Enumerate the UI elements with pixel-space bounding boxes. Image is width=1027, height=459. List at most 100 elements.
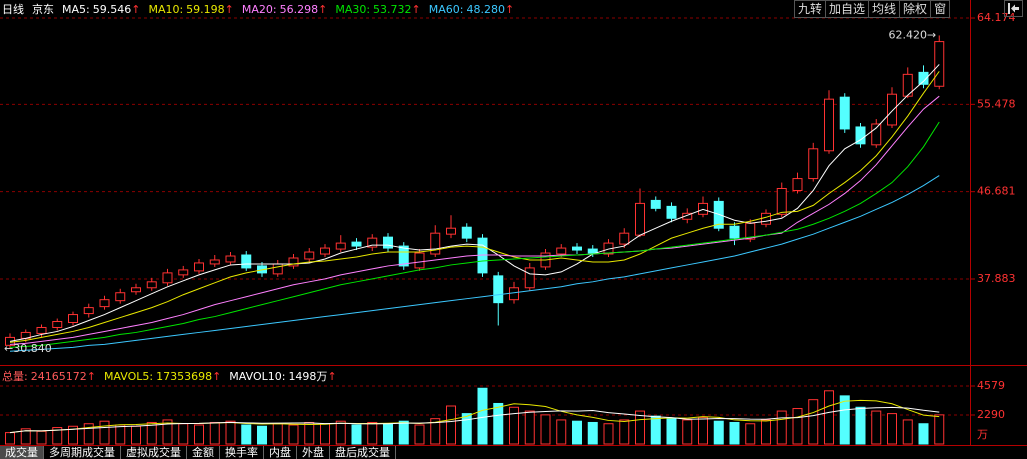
volume-bar — [729, 421, 740, 445]
volume-bar — [524, 410, 535, 445]
toolbar-button[interactable]: 窗 — [930, 0, 951, 18]
volume-bar — [146, 421, 157, 445]
toolbar-button[interactable]: 加自选 — [825, 0, 870, 18]
ma-name: MA30: — [335, 2, 371, 16]
y-tick-label: 46.681 — [977, 185, 1016, 198]
volume-bar — [367, 421, 378, 445]
candle-body — [162, 272, 173, 284]
volume-bar — [619, 419, 630, 445]
volume-bar — [855, 406, 866, 445]
ma-legend: MA60: 48.280↑ — [429, 3, 514, 16]
toolbar-button[interactable]: 九转 — [794, 0, 827, 18]
candle-body — [729, 225, 740, 239]
volume-bar — [713, 420, 724, 445]
volume-bar — [666, 418, 677, 445]
indicator-tab[interactable]: 盘后成交量 — [330, 446, 396, 459]
volume-bar — [824, 390, 834, 445]
trend-arrow: ↑ — [504, 2, 515, 16]
mavol-value: 17353698 — [156, 369, 213, 383]
candle-body — [272, 263, 283, 275]
volume-bar — [650, 415, 661, 445]
volume-bar — [446, 405, 456, 445]
candle-body — [209, 259, 220, 265]
volume-bar — [839, 395, 850, 445]
candle-body — [351, 241, 362, 247]
ma-legend: MA30: 53.732↑ — [335, 3, 420, 16]
candle-body — [839, 96, 850, 130]
ma-name: MA20: — [241, 2, 277, 16]
candle-body — [808, 148, 819, 180]
volume-bar — [272, 423, 283, 445]
volume-bar — [635, 410, 645, 445]
volume-bar — [902, 419, 913, 445]
volume-bar — [572, 420, 582, 445]
volume-bar — [99, 420, 110, 445]
indicator-tab[interactable]: 金额 — [187, 446, 220, 459]
candle-body — [524, 267, 535, 289]
volume-bar — [808, 399, 819, 445]
volume-bar — [414, 424, 425, 445]
volume-bar — [52, 427, 63, 445]
volume-bar — [83, 423, 94, 445]
candle-body — [131, 287, 141, 293]
volume-bar — [241, 424, 252, 445]
volume-bar — [493, 402, 504, 445]
candle-body — [52, 321, 63, 328]
candle-body — [430, 232, 441, 255]
ma-legend: MA5: 59.546↑ — [62, 3, 140, 16]
volume-bar — [461, 413, 472, 445]
indicator-tab[interactable]: 换手率 — [220, 446, 264, 459]
candle-body — [446, 227, 456, 235]
candle-body — [792, 178, 803, 191]
candle-body — [178, 269, 189, 276]
candle-body — [304, 251, 315, 260]
candle-body — [383, 236, 393, 249]
candle-body — [83, 307, 94, 315]
ma-line — [9, 406, 940, 434]
volume-bar — [115, 424, 126, 445]
volume-bar — [398, 420, 409, 445]
collapse-icon[interactable] — [1004, 0, 1024, 18]
indicator-tab[interactable]: 内盘 — [264, 446, 297, 459]
toolbar-button[interactable]: 均线 — [868, 0, 901, 18]
ma-legend: MA20: 56.298↑ — [242, 3, 327, 16]
period: 日线 — [2, 3, 24, 16]
mavol-name: MAVOL10: — [229, 370, 286, 383]
volume-bar — [178, 423, 189, 445]
volume-bar — [131, 425, 141, 445]
candle-body — [776, 188, 787, 215]
ma-line — [9, 121, 940, 348]
mavol-legend: MAVOL10: 1498万↑ — [229, 368, 336, 384]
candle-body — [934, 41, 945, 87]
ma-line — [9, 71, 940, 343]
total-value: 24165172 — [30, 370, 87, 383]
indicator-tab[interactable]: 外盘 — [297, 446, 330, 459]
candle-body — [871, 123, 882, 146]
candle-body — [493, 275, 504, 304]
mavol-legend: MAVOL5: 17353698↑ — [104, 370, 221, 383]
volume-bar — [257, 425, 267, 445]
indicator-tabs: 成交量 多周期成交量 虚拟成交量 金额 换手率 内盘 外盘 盘后成交量 — [0, 446, 396, 459]
volume-bar — [383, 423, 393, 445]
trend-arrow: ↑ — [86, 370, 96, 383]
indicator-tab[interactable]: 虚拟成交量 — [121, 446, 187, 459]
ma-value: 53.732 — [373, 2, 412, 16]
candle-body — [115, 292, 126, 302]
total-label: 总量: — [2, 370, 28, 383]
trend-arrow: ↑ — [131, 2, 141, 16]
volume-bar — [603, 423, 614, 445]
indicator-tab[interactable]: 多周期成交量 — [44, 446, 121, 459]
volume-bar — [36, 430, 47, 445]
toolbar-button[interactable]: 除权 — [899, 0, 932, 18]
y-tick-label: 64.174 — [977, 11, 1016, 24]
volume-bar — [698, 416, 708, 445]
ma-name: MA10: — [148, 2, 184, 16]
volume-bar — [209, 421, 220, 445]
volume-header: 总量: 24165172↑ MAVOL5: 17353698↑ MAVOL10: 1498… — [2, 368, 337, 384]
indicator-tab[interactable]: 成交量 — [0, 446, 44, 459]
volume-bar — [934, 414, 945, 445]
volume-bar — [540, 414, 551, 445]
volume-bar — [509, 406, 519, 445]
